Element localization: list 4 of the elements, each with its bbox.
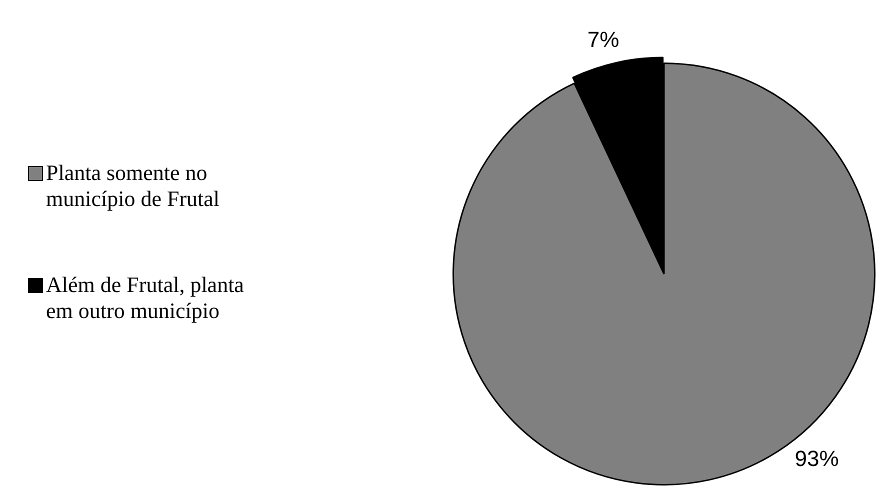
data-label: 93%: [794, 446, 839, 472]
data-label: 7%: [587, 27, 620, 52]
legend-label: Planta somente no município de Frutal: [46, 160, 221, 212]
legend-label: Além de Frutal, planta em outro município: [46, 272, 245, 324]
